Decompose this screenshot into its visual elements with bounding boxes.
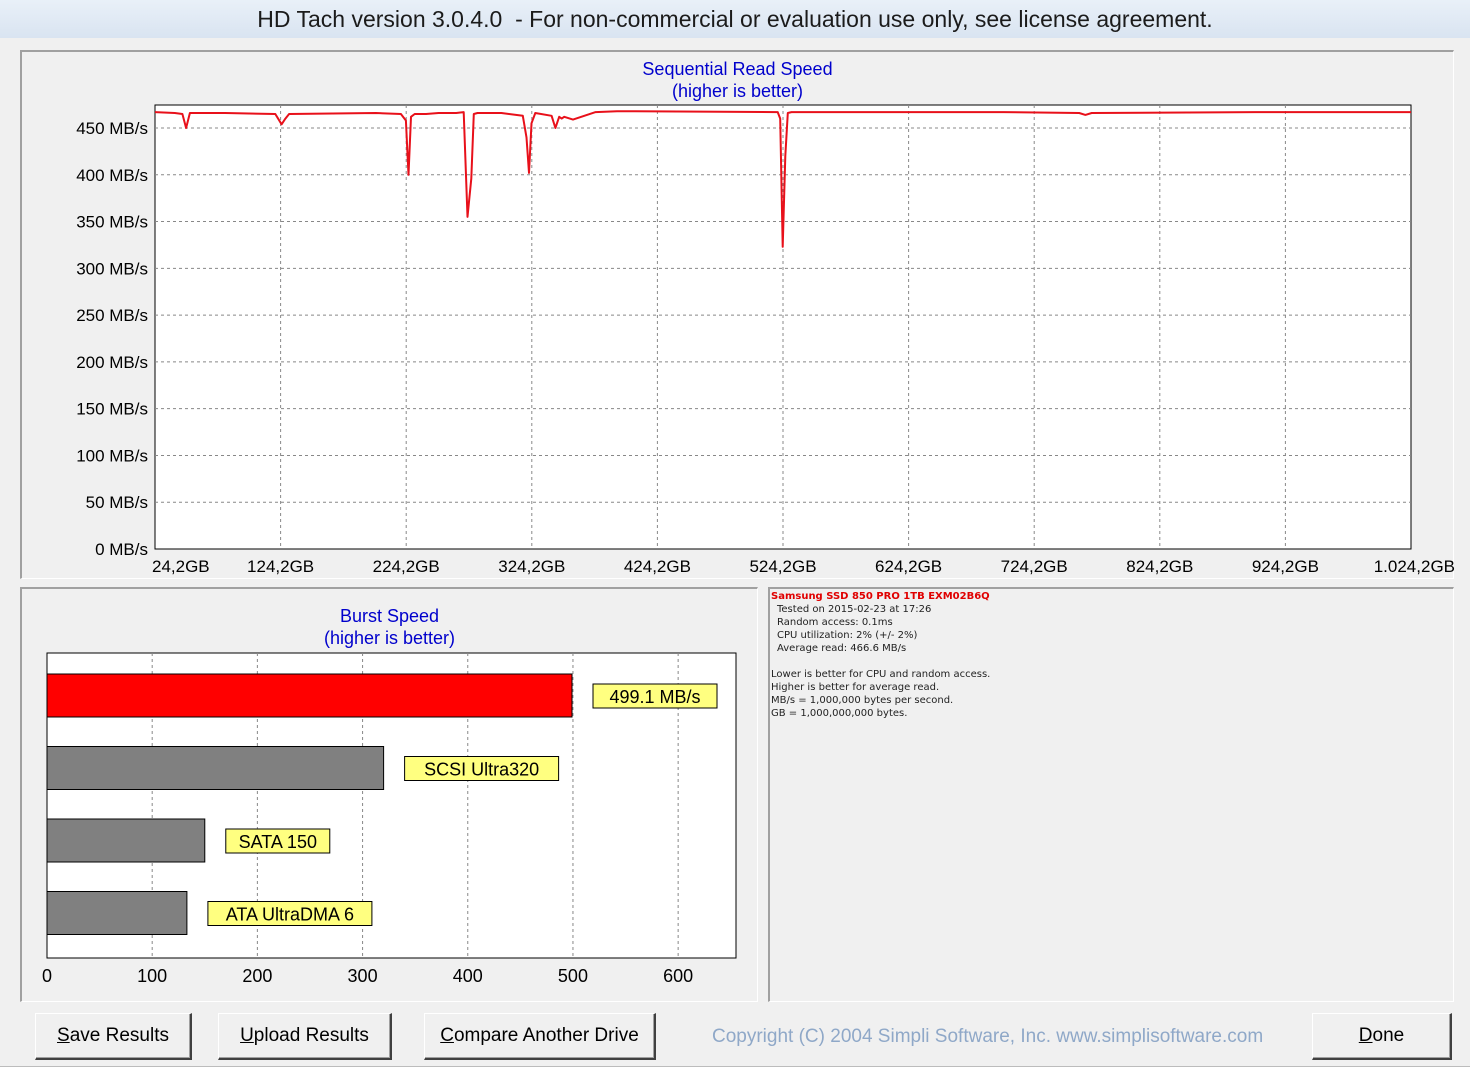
burst-x-tick-label: 100 (137, 966, 167, 986)
drive-info-panel: Samsung SSD 850 PRO 1TB EXM02B6Q Tested … (768, 587, 1454, 1002)
save-results-button[interactable]: Save Results (35, 1013, 192, 1060)
compare-another-drive-button[interactable]: Compare Another Drive (424, 1013, 656, 1060)
seq-y-tick-label: 400 MB/s (76, 166, 148, 185)
seq-y-tick-label: 350 MB/s (76, 213, 148, 232)
random-access: Random access: 0.1ms (777, 617, 893, 628)
burst-chart-subtitle: (higher is better) (323, 628, 456, 648)
upload-results-button[interactable]: Upload Results (218, 1013, 392, 1060)
seq-chart-title: Sequential Read Speed (642, 59, 833, 79)
burst-bar (46, 891, 188, 935)
seq-x-tick-label: 824,2GB (1126, 557, 1193, 576)
burst-x-tick-label: 600 (663, 966, 693, 986)
seq-x-tick-label: 124,2GB (247, 557, 314, 576)
background-window-edge (1470, 0, 1476, 1068)
seq-x-tick-label: 624,2GB (875, 557, 942, 576)
burst-bar-label: SCSI Ultra320 (424, 760, 539, 780)
burst-x-tick-label: 300 (348, 966, 378, 986)
sequential-read-chart: 0 MB/s 50 MB/s 100 MB/s 150 MB/s 200 MB/s 250… (76, 104, 1455, 576)
seq-chart-subtitle: (higher is better) (671, 81, 804, 101)
seq-y-tick-label: 450 MB/s (76, 119, 148, 138)
seq-y-tick-label: 0 MB/s (95, 540, 148, 559)
done-button[interactable]: Done (1312, 1013, 1452, 1060)
cpu-utilization: CPU utilization: 2% (+/- 2%) (777, 630, 918, 641)
burst-bar-label-box (207, 901, 373, 926)
seq-x-tick-label: 924,2GB (1252, 557, 1319, 576)
seq-x-tick-label: 224,2GB (373, 557, 440, 576)
seq-x-tick-label: 424,2GB (624, 557, 691, 576)
burst-bar (46, 746, 385, 790)
done-accel-key: D (1358, 1025, 1373, 1046)
burst-bar-label-box (592, 683, 718, 709)
burst-bar-label: ATA UltraDMA 6 (226, 905, 354, 925)
burst-x-tick-label: 500 (558, 966, 588, 986)
note-lower-better: Lower is better for CPU and random acces… (771, 669, 991, 680)
burst-bar-label: 499.1 MB/s (609, 687, 700, 707)
seq-x-tick-label: 24,2GB (152, 557, 210, 576)
seq-y-tick-label: 300 MB/s (76, 259, 148, 278)
seq-x-tick-label: 524,2GB (749, 557, 816, 576)
burst-x-tick-label: 200 (242, 966, 272, 986)
burst-bar-label-box (225, 828, 331, 854)
seq-y-tick-label: 50 MB/s (86, 493, 148, 512)
average-read: Average read: 466.6 MB/s (777, 643, 907, 654)
copyright-link[interactable]: Copyright (C) 2004 Simpli Software, Inc.… (712, 1026, 1264, 1047)
compare-label: ompare Another Drive (453, 1025, 639, 1046)
tested-on: Tested on 2015-02-23 at 17:26 (777, 604, 932, 615)
drive-name: Samsung SSD 850 PRO 1TB EXM02B6Q (771, 591, 990, 602)
upload-accel-key: U (240, 1025, 254, 1046)
upload-label: pload Results (253, 1025, 369, 1046)
seq-x-tick-label: 724,2GB (1001, 557, 1068, 576)
seq-y-tick-label: 200 MB/s (76, 353, 148, 372)
burst-x-tick-label: 400 (453, 966, 483, 986)
burst-chart-title: Burst Speed (339, 606, 440, 626)
burst-bar-label-box (404, 756, 560, 781)
save-label: ave Results (69, 1025, 169, 1046)
seq-x-tick-label: 1.024,2GB (1374, 557, 1455, 576)
note-higher-better: Higher is better for average read. (771, 682, 940, 693)
done-label: one (1372, 1025, 1405, 1046)
window-title: HD Tach version 3.0.4.0 - For non-commer… (0, 0, 1470, 38)
seq-x-tick-label: 324,2GB (498, 557, 565, 576)
burst-bar (46, 673, 573, 718)
burst-x-tick-label: 0 (42, 966, 52, 986)
save-accel-key: S (57, 1025, 70, 1046)
seq-y-tick-label: 250 MB/s (76, 306, 148, 325)
burst-bar (46, 818, 206, 863)
note-mbs-definition: MB/s = 1,000,000 bytes per second. (771, 695, 954, 706)
seq-read-series-line (154, 110, 1411, 248)
compare-accel-key: C (440, 1025, 454, 1046)
seq-y-tick-label: 100 MB/s (76, 446, 148, 465)
note-gb-definition: GB = 1,000,000,000 bytes. (771, 708, 908, 719)
burst-bar-label: SATA 150 (239, 832, 317, 852)
burst-speed-chart: 0 100 200 300 400 500 600 499.1 MB/s SCSI Ultra3… (42, 652, 737, 986)
seq-y-tick-label: 150 MB/s (76, 400, 148, 419)
